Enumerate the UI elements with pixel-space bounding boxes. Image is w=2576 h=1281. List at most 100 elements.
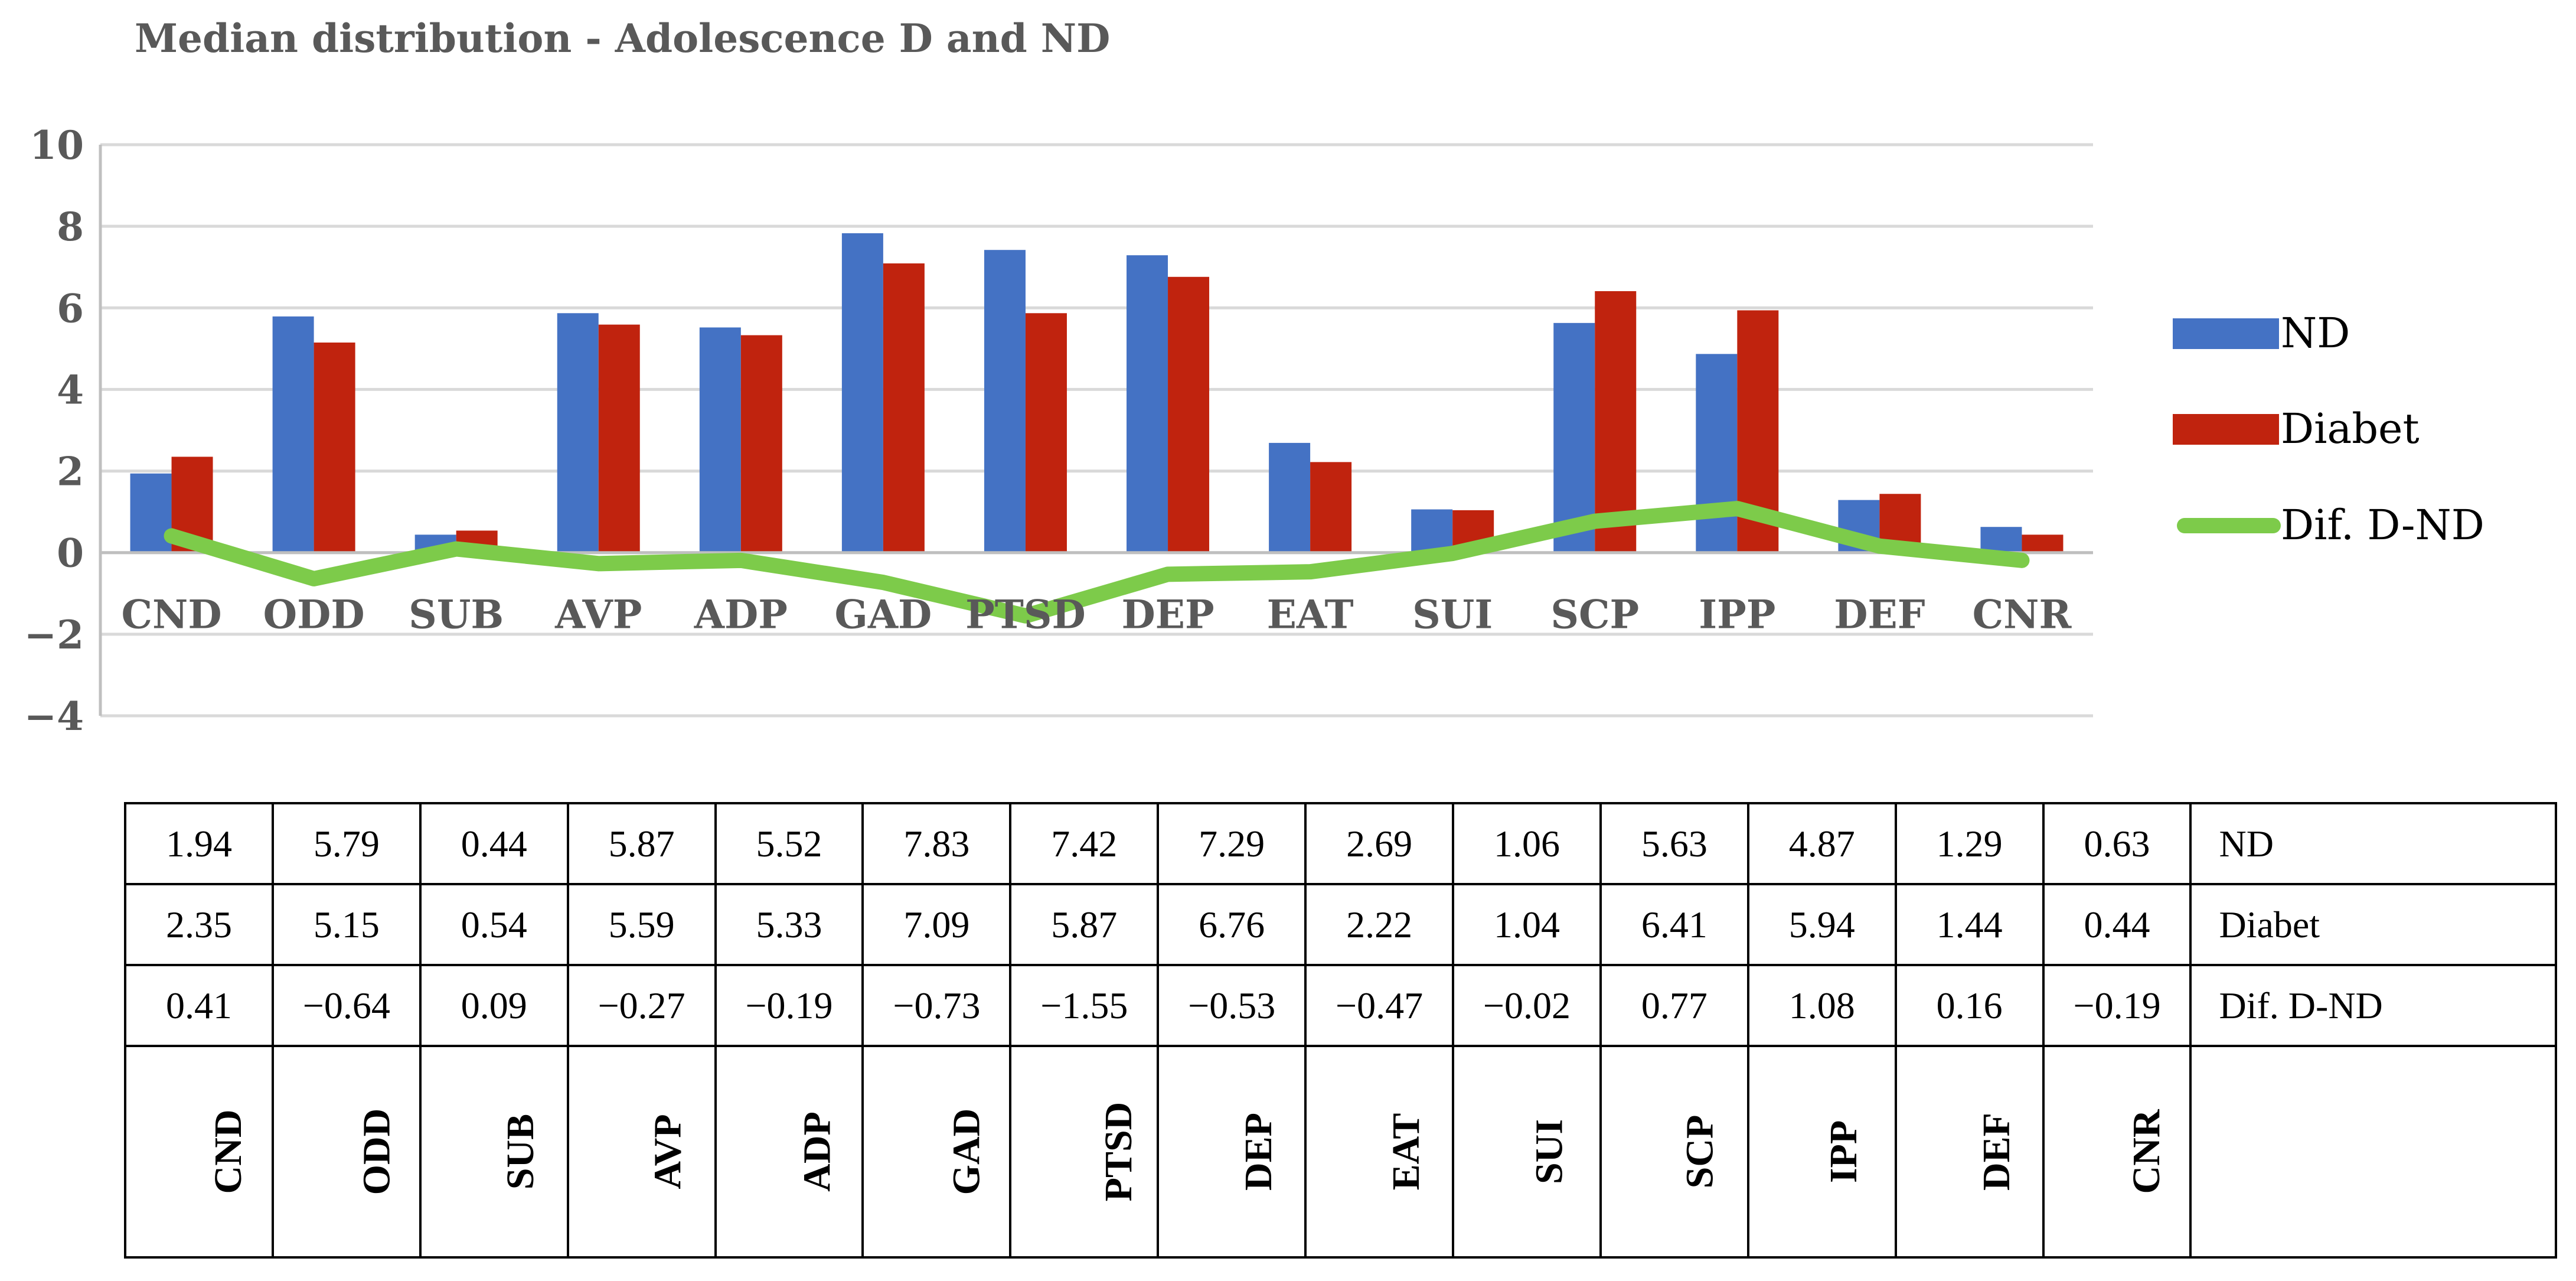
table-cell: −0.47 xyxy=(1304,964,1455,1047)
table-cell: 5.59 xyxy=(566,883,717,966)
table-cell: 0.44 xyxy=(419,802,569,885)
table-cell: 7.09 xyxy=(861,883,1012,966)
category-label-eat: EAT xyxy=(1267,591,1354,637)
table-cell: 5.94 xyxy=(1746,883,1897,966)
column-header-sui: SUI xyxy=(1527,1119,1571,1185)
table-header-cell: PTSD xyxy=(1009,1045,1160,1259)
legend-swatch-diabet xyxy=(2173,414,2279,445)
bar-nd-adp xyxy=(699,327,741,553)
category-label-cnd: CND xyxy=(121,591,221,637)
y-tick-label: 2 xyxy=(57,449,84,495)
table-cell: 7.83 xyxy=(861,802,1012,885)
y-tick-label: 6 xyxy=(57,285,84,331)
axes xyxy=(99,145,2093,716)
column-header-ptsd: PTSD xyxy=(1097,1101,1141,1202)
table-header-cell: ADP xyxy=(714,1045,864,1259)
dif-line xyxy=(164,501,2030,624)
table-header-cell: EAT xyxy=(1304,1045,1455,1259)
table-cell: 0.16 xyxy=(1894,964,2045,1047)
column-header-scp: SCP xyxy=(1678,1114,1722,1189)
bars xyxy=(130,233,2064,553)
bar-diabet-eat xyxy=(1310,462,1352,553)
column-header-odd: ODD xyxy=(355,1108,399,1195)
category-label-def: DEF xyxy=(1834,591,1925,637)
table-cell: −0.64 xyxy=(271,964,422,1047)
table-cell: 5.33 xyxy=(714,883,864,966)
legend[interactable]: ND Diabet Dif. D-ND xyxy=(2173,309,2484,549)
legend-label-diabet: Diabet xyxy=(2281,405,2420,453)
table-cell: 1.94 xyxy=(124,802,274,885)
table-row: 2.35 5.15 0.54 5.59 5.33 7.09 5.87 6.76 2.22 1.04… xyxy=(124,883,2557,966)
table-cell: 5.79 xyxy=(271,802,422,885)
table-cell: −0.53 xyxy=(1157,964,1307,1047)
category-label-cnr: CNR xyxy=(1973,591,2072,637)
table-cell: 7.42 xyxy=(1009,802,1160,885)
table-header-cell: AVP xyxy=(566,1045,717,1259)
table-cell: −0.27 xyxy=(566,964,717,1047)
y-tick-label: −2 xyxy=(24,612,84,658)
bar-diabet-odd xyxy=(314,342,355,553)
table-cell: 0.63 xyxy=(2042,802,2192,885)
category-label-adp: ADP xyxy=(694,591,788,637)
difference-line xyxy=(164,501,2030,624)
column-header-gad: GAD xyxy=(945,1108,988,1195)
table-cell: 0.41 xyxy=(124,964,274,1047)
column-header-def: DEF xyxy=(1974,1113,2018,1191)
table-cell: 1.29 xyxy=(1894,802,2045,885)
column-header-sub: SUB xyxy=(498,1113,542,1190)
y-axis-ticks: 10 8 6 4 2 0 −2 −4 xyxy=(24,122,84,739)
category-labels: CND ODD SUB AVP ADP GAD PTSD DEP EAT SUI SCP IPP DEF… xyxy=(121,591,2072,637)
column-header-cnr: CNR xyxy=(2124,1109,2168,1194)
category-label-sui: SUI xyxy=(1412,591,1493,637)
table-cell: 0.77 xyxy=(1599,964,1749,1047)
bar-nd-odd xyxy=(272,316,314,553)
table-cell: 7.29 xyxy=(1157,802,1307,885)
y-tick-label: 8 xyxy=(57,204,84,250)
table-row-label: Dif. D-ND xyxy=(2189,964,2557,1047)
table-cell: 1.08 xyxy=(1746,964,1897,1047)
y-tick-label: 0 xyxy=(57,530,84,576)
table-cell: 2.35 xyxy=(124,883,274,966)
chart: Median distribution - Adolescence D and … xyxy=(24,15,2484,739)
table-cell: −0.19 xyxy=(2042,964,2192,1047)
data-table: 1.94 5.79 0.44 5.87 5.52 7.83 7.42 7.29 2.69 1.06… xyxy=(124,802,2557,1259)
column-header-cnd: CND xyxy=(206,1109,250,1194)
table-cell: 1.04 xyxy=(1452,883,1602,966)
column-header-ipp: IPP xyxy=(1821,1120,1865,1184)
table-cell: 4.87 xyxy=(1746,802,1897,885)
table-header-cell: CNR xyxy=(2042,1045,2192,1259)
column-header-dep: DEP xyxy=(1237,1113,1281,1191)
table-row: 1.94 5.79 0.44 5.87 5.52 7.83 7.42 7.29 2.69 1.06… xyxy=(124,802,2557,885)
chart-title: Median distribution - Adolescence D and … xyxy=(135,15,1110,61)
table-cell: 0.54 xyxy=(419,883,569,966)
bar-nd-gad xyxy=(841,233,883,553)
table-cell: −0.73 xyxy=(861,964,1012,1047)
table-cell: 6.76 xyxy=(1157,883,1307,966)
column-header-avp: AVP xyxy=(646,1114,690,1189)
column-header-eat: EAT xyxy=(1384,1113,1428,1191)
table-row: 0.41 −0.64 0.09 −0.27 −0.19 −0.73 −1.55 −0.53 −0… xyxy=(124,964,2557,1047)
table-cell: 0.44 xyxy=(2042,883,2192,966)
table-cell: −0.19 xyxy=(714,964,864,1047)
table-cell: 5.87 xyxy=(566,802,717,885)
category-label-gad: GAD xyxy=(834,591,932,637)
category-label-odd: ODD xyxy=(263,591,365,637)
table-header-cell: SUI xyxy=(1452,1045,1602,1259)
legend-label-nd: ND xyxy=(2281,309,2350,357)
table-cell: 5.87 xyxy=(1009,883,1160,966)
table-header-cell: SUB xyxy=(419,1045,569,1259)
gridlines xyxy=(100,143,2093,718)
table-cell: −0.02 xyxy=(1452,964,1602,1047)
table-header-cell: GAD xyxy=(861,1045,1012,1259)
bar-nd-cnd xyxy=(130,473,172,553)
table-cell: 5.52 xyxy=(714,802,864,885)
table-header-cell: IPP xyxy=(1746,1045,1897,1259)
bar-diabet-ptsd xyxy=(1025,313,1067,553)
table-row-label: Diabet xyxy=(2189,883,2557,966)
bar-nd-sui xyxy=(1411,509,1453,553)
bar-nd-ptsd xyxy=(984,250,1026,553)
table-header-cell: CND xyxy=(124,1045,274,1259)
bar-diabet-scp xyxy=(1595,291,1637,553)
category-label-scp: SCP xyxy=(1550,591,1639,637)
legend-label-dif-d-nd: Dif. D-ND xyxy=(2281,501,2484,549)
